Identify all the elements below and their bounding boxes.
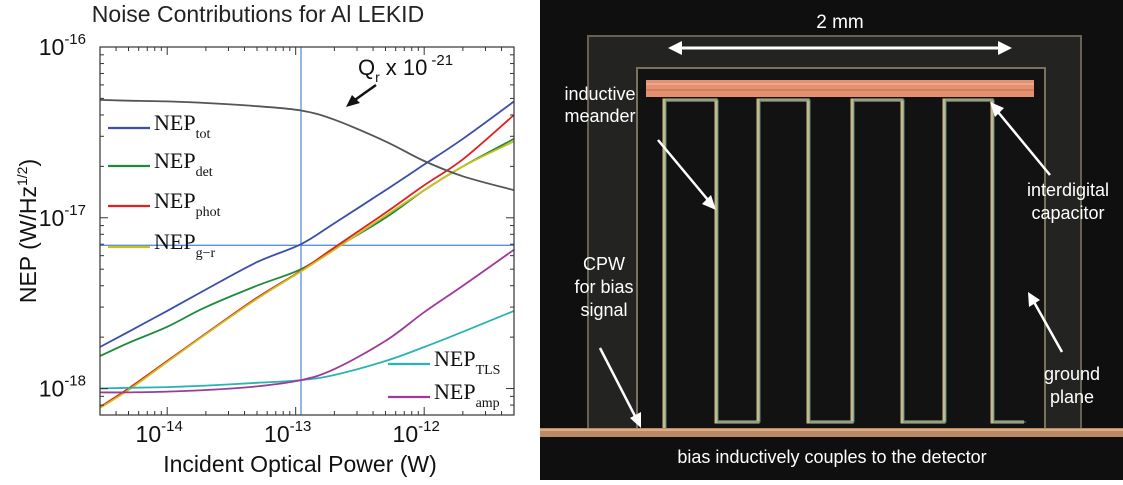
interdigital-capacitor-bar [646, 80, 1034, 97]
y-axis-label: NEP (W/Hz1/2) [14, 159, 41, 303]
y-tick-label: 10-17 [39, 202, 86, 231]
caption: bias inductively couples to the detector [677, 447, 986, 467]
dimension-arrow [668, 41, 1012, 55]
series-line-nep-tot [99, 100, 515, 348]
plot-frame [99, 46, 515, 416]
capacitor-arrow [990, 102, 1051, 176]
qr-arrow [346, 83, 377, 107]
series-line-nep-amp [99, 248, 515, 394]
label-interdigital: interdigital [1027, 180, 1109, 200]
label-meander: meander [564, 106, 635, 126]
qr-annotation: Qr x 10 -21 [358, 52, 453, 85]
x-tick-label: 10-13 [264, 418, 311, 447]
meander-edge [665, 99, 1026, 430]
lekid-micrograph: 2 mm inductive meander interdigital capa… [540, 0, 1123, 480]
nep-chart: Noise Contributions for Al LEKID 10-14 10… [0, 0, 540, 480]
legend-label: NEPphot [154, 188, 221, 220]
y-tick-label: 10-18 [39, 373, 86, 402]
x-axis-label: Incident Optical Power (W) [163, 451, 437, 477]
legend-label: NEPdet [154, 148, 213, 180]
nep-chart-panel: Noise Contributions for Al LEKID 10-14 10… [0, 0, 540, 480]
dimension-label: 2 mm [816, 12, 864, 33]
label-cpw: CPW [583, 254, 625, 274]
legend-label: NEPamp [434, 379, 500, 411]
x-tick-label: 10-12 [393, 418, 440, 447]
ground-arrow [1028, 292, 1064, 353]
legend-label: NEPTLS [434, 346, 500, 378]
label-plane: plane [1050, 387, 1094, 407]
label-ground: ground [1044, 364, 1100, 384]
cpw-arrow [598, 347, 641, 428]
label-capacitor: capacitor [1031, 203, 1104, 223]
meander-arrow [657, 139, 716, 210]
chart-title: Noise Contributions for Al LEKID [92, 1, 424, 27]
label-for-bias: for bias [574, 277, 633, 297]
series-line-qr [99, 99, 515, 192]
label-inductive: inductive [564, 84, 635, 104]
legend-label: NEPg−r [154, 229, 215, 261]
chart-background [0, 0, 540, 480]
series-line-nep-gr [99, 140, 515, 409]
x-tick-label: 10-14 [136, 418, 183, 447]
cpw-feedline [540, 428, 1123, 437]
legend-label: NEPtot [154, 110, 210, 142]
detector-cavity [636, 67, 1046, 431]
label-signal: signal [580, 300, 627, 320]
y-tick-label: 10-16 [39, 31, 86, 60]
lekid-photo-panel: 2 mm inductive meander interdigital capa… [540, 0, 1123, 480]
